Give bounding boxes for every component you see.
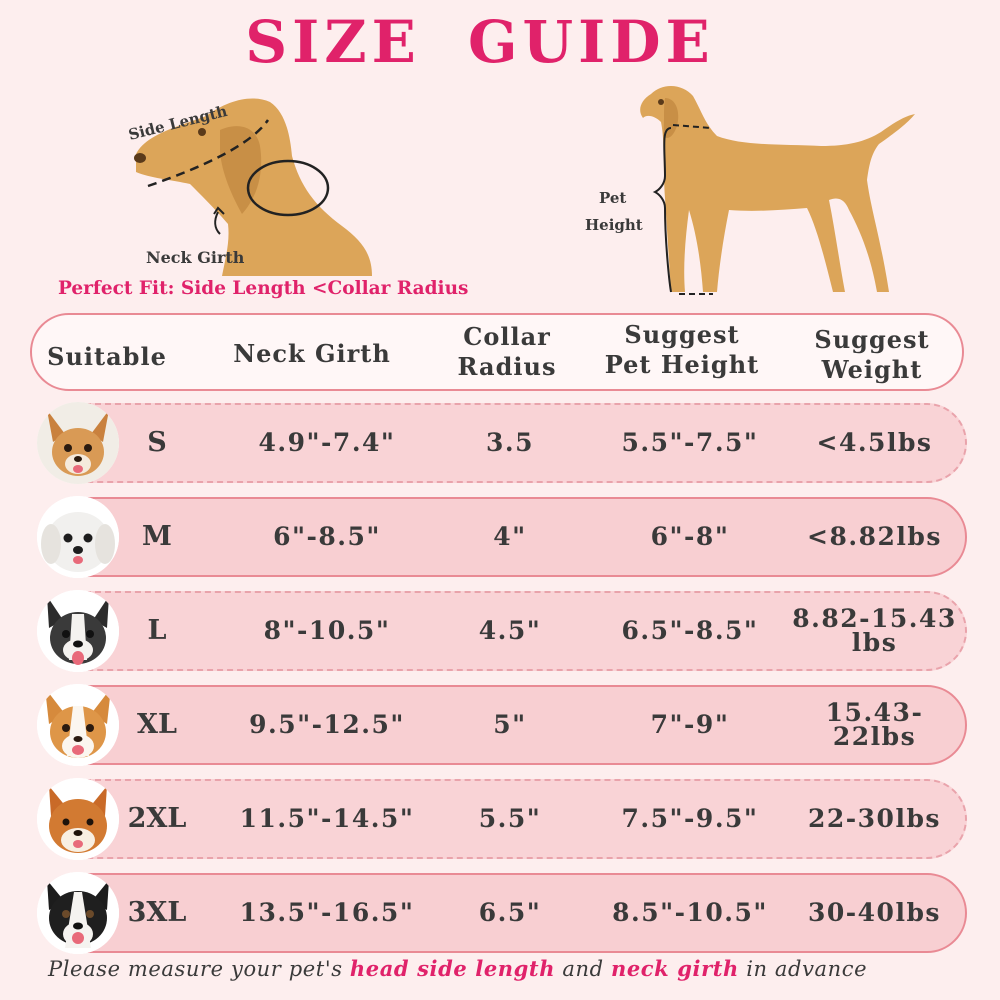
header-weight: Suggest Weight <box>814 325 930 384</box>
neck-girth-value: 11.5"-14.5" <box>239 804 415 833</box>
border-collie-avatar-icon <box>37 872 119 954</box>
neck-girth-value: 6"-8.5" <box>273 522 381 551</box>
header-collar-radius: Collar Radius <box>457 322 557 381</box>
weight-value: 8.82-15.43 lbs <box>792 604 957 657</box>
maltese-avatar-icon <box>37 496 119 578</box>
table-row-s: S 4.9"-7.4" 3.5 5.5"-7.5" <4.5lbs <box>37 402 967 484</box>
weight-value: 22-30lbs <box>807 804 941 833</box>
neck-girth-value: 13.5"-16.5" <box>239 898 415 927</box>
table-row-3xl: 3XL 13.5"-16.5" 6.5" 8.5"-10.5" 30-40lbs <box>37 872 967 954</box>
footer-text-2: and <box>555 957 611 981</box>
header-pet-height: Suggest Pet Height <box>604 320 760 379</box>
collar-radius-value: 4.5" <box>478 616 542 645</box>
table-row-xl: XL 9.5"-12.5" 5" 7"-9" 15.43-22lbs <box>37 684 967 766</box>
weight-value: <4.5lbs <box>816 428 933 457</box>
pet-height-label-line1: Pet <box>599 189 626 207</box>
measure-note: Please measure your pet's head side leng… <box>48 956 867 981</box>
neck-girth-label: Neck Girth <box>146 248 245 267</box>
size-label: XL <box>137 709 177 740</box>
pet-height-label-line2: Height <box>585 216 643 234</box>
footer-highlight-neck-girth: neck girth <box>610 956 739 981</box>
pet-height-value: 8.5"-10.5" <box>612 898 768 927</box>
chihuahua-avatar-icon <box>37 402 119 484</box>
table-row-l: L 8"-10.5" 4.5" 6.5"-8.5" 8.82-15.43 lbs <box>37 590 967 672</box>
page-title: SIZE GUIDE <box>245 8 715 76</box>
weight-value: 15.43-22lbs <box>825 698 924 751</box>
size-label: 3XL <box>127 897 187 928</box>
standing-dog-illustration: Pet Height <box>585 85 915 295</box>
collar-radius-value: 3.5 <box>486 428 534 457</box>
header-neck-girth: Neck Girth <box>233 339 391 368</box>
neck-girth-value: 4.9"-7.4" <box>258 428 396 457</box>
table-header: Suitable Neck Girth Collar Radius Sugges… <box>30 313 964 391</box>
shiba-avatar-icon <box>37 778 119 860</box>
header-suitable: Suitable <box>47 342 167 371</box>
table-row-m: M 6"-8.5" 4" 6"-8" <8.82lbs <box>37 496 967 578</box>
french-bulldog-avatar-icon <box>37 590 119 672</box>
weight-value: <8.82lbs <box>807 522 942 551</box>
pet-height-value: 6.5"-8.5" <box>621 616 759 645</box>
perfect-fit-note: Perfect Fit: Side Length <Collar Radius <box>58 278 469 299</box>
weight-value: 30-40lbs <box>807 898 941 927</box>
footer-text-1: Please measure your pet's <box>48 957 350 981</box>
neck-girth-value: 8"-10.5" <box>263 616 391 645</box>
pet-height-value: 5.5"-7.5" <box>621 428 759 457</box>
corgi-avatar-icon <box>37 684 119 766</box>
footer-highlight-head-side-length: head side length <box>349 956 556 981</box>
collar-radius-value: 5.5" <box>478 804 542 833</box>
pet-height-value: 6"-8" <box>650 522 730 551</box>
collar-radius-value: 5" <box>493 710 527 739</box>
collar-radius-value: 4" <box>493 522 527 551</box>
collar-radius-value: 6.5" <box>478 898 542 927</box>
neck-girth-value: 9.5"-12.5" <box>249 710 405 739</box>
size-label: S <box>147 427 167 458</box>
footer-text-3: in advance <box>738 957 868 981</box>
size-label: L <box>147 615 167 646</box>
pet-height-value: 7"-9" <box>650 710 730 739</box>
size-label: M <box>142 521 172 552</box>
table-row-2xl: 2XL 11.5"-14.5" 5.5" 7.5"-9.5" 22-30lbs <box>37 778 967 860</box>
dog-head-illustration: Side Length Neck Girth <box>127 98 372 276</box>
size-label: 2XL <box>127 803 187 834</box>
pet-height-value: 7.5"-9.5" <box>621 804 759 833</box>
